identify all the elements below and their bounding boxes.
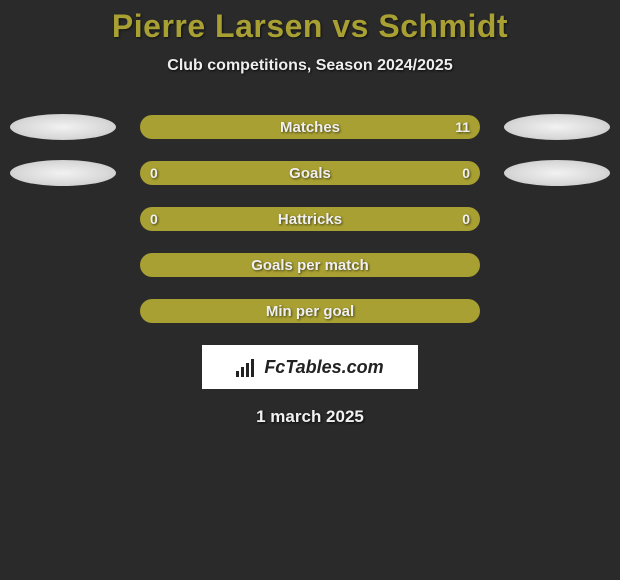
stat-row: Goals per match: [0, 253, 620, 277]
player-left-marker: [10, 114, 116, 140]
stat-label: Goals: [289, 165, 331, 182]
stat-value-left: 0: [150, 165, 158, 181]
logo-text: FcTables.com: [264, 357, 383, 378]
stat-bar: Min per goal: [140, 299, 480, 323]
subtitle: Club competitions, Season 2024/2025: [0, 57, 620, 75]
stat-label: Matches: [280, 119, 340, 136]
stat-label: Hattricks: [278, 211, 342, 228]
player-right-marker: [504, 114, 610, 140]
stat-value-right: 11: [455, 119, 470, 135]
stat-value-right: 0: [462, 211, 470, 227]
page-title: Pierre Larsen vs Schmidt: [0, 8, 620, 45]
stat-bar: 0 Hattricks 0: [140, 207, 480, 231]
source-logo[interactable]: FcTables.com: [202, 345, 418, 389]
stat-bar: Matches 11: [140, 115, 480, 139]
stat-row: Min per goal: [0, 299, 620, 323]
stat-row: Matches 11: [0, 115, 620, 139]
comparison-card: Pierre Larsen vs Schmidt Club competitio…: [0, 0, 620, 427]
stat-bar: Goals per match: [140, 253, 480, 277]
player-right-marker: [504, 160, 610, 186]
stat-row: 0 Goals 0: [0, 161, 620, 185]
stat-value-right: 0: [462, 165, 470, 181]
stat-label: Min per goal: [266, 303, 354, 320]
stat-label: Goals per match: [251, 257, 369, 274]
stats-list: Matches 11 0 Goals 0 0 Hattricks 0: [0, 115, 620, 323]
bars-icon: [236, 357, 258, 377]
stat-value-left: 0: [150, 211, 158, 227]
stat-bar: 0 Goals 0: [140, 161, 480, 185]
player-left-marker: [10, 160, 116, 186]
date-label: 1 march 2025: [0, 407, 620, 427]
stat-row: 0 Hattricks 0: [0, 207, 620, 231]
